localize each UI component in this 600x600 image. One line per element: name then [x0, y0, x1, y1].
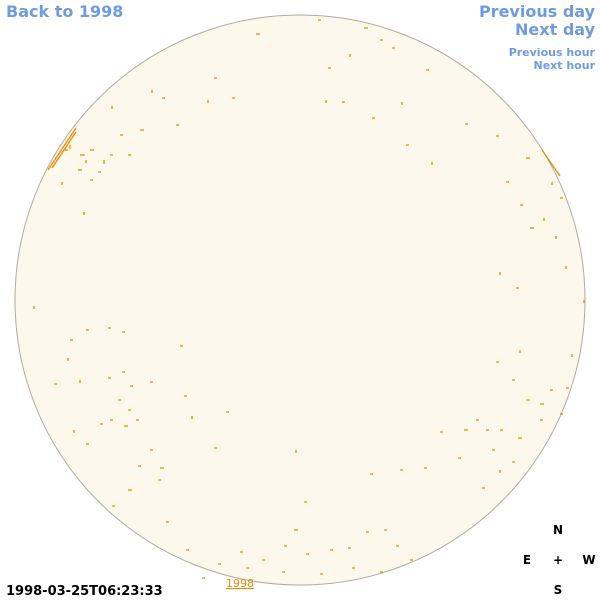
- sunspot-contours: [33, 19, 585, 579]
- compass-north: N: [553, 523, 563, 537]
- compass-east: E: [523, 553, 531, 567]
- compass-south: S: [554, 583, 563, 597]
- year-link[interactable]: 1998: [226, 577, 254, 590]
- solar-disk: [14, 14, 586, 586]
- previous-day-link[interactable]: Previous day: [479, 2, 596, 21]
- previous-hour-link[interactable]: Previous hour: [509, 46, 596, 59]
- compass-center: +: [553, 553, 563, 567]
- timestamp: 1998-03-25T06:23:33: [6, 584, 163, 599]
- next-hour-link[interactable]: Next hour: [534, 59, 596, 72]
- compass-west: W: [582, 553, 595, 567]
- back-link[interactable]: Back to 1998: [6, 2, 123, 21]
- next-day-link[interactable]: Next day: [515, 20, 596, 39]
